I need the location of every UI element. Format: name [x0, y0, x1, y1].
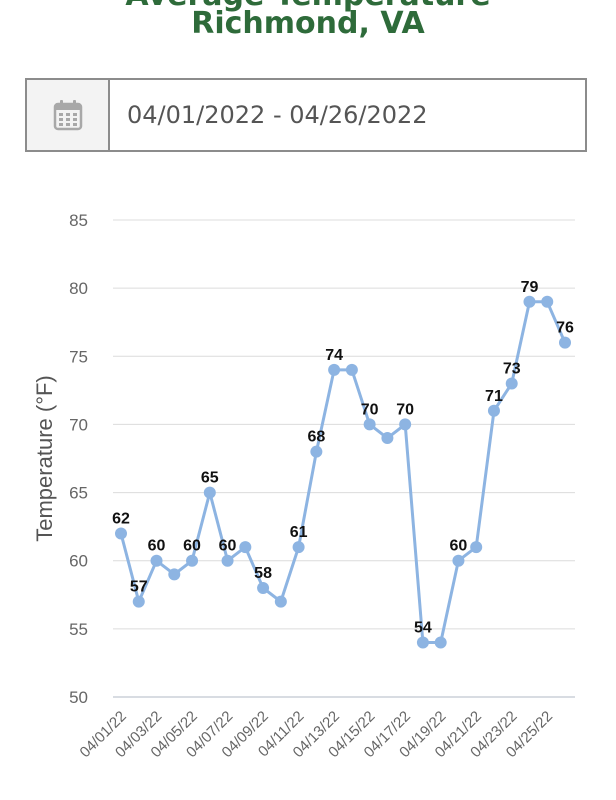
data-point: [559, 336, 571, 349]
data-label: 58: [254, 565, 272, 582]
series-line: [119, 300, 567, 644]
data-label: 68: [307, 429, 325, 446]
data-point: [203, 486, 216, 499]
data-point: [416, 636, 429, 649]
data-label: 62: [112, 510, 130, 527]
calendar-button[interactable]: [27, 80, 110, 150]
data-label: 74: [325, 347, 343, 364]
data-point: [328, 363, 341, 376]
data-point: [541, 295, 554, 308]
y-tick-label: 50: [69, 688, 88, 707]
date-range-picker[interactable]: 04/01/2022 - 04/26/2022: [25, 78, 587, 152]
y-tick-label: 60: [69, 552, 88, 571]
y-tick-label: 75: [69, 347, 88, 366]
data-point: [487, 404, 500, 417]
data-point: [132, 595, 145, 608]
y-tick-label: 70: [69, 415, 88, 434]
data-label: 70: [361, 401, 379, 418]
data-point: [345, 363, 358, 376]
data-label: 76: [556, 320, 574, 337]
data-label: 79: [521, 279, 539, 296]
data-point: [381, 432, 394, 445]
data-point: [274, 595, 287, 608]
y-axis-label: Temperature (°F): [32, 375, 57, 542]
data-label: 60: [148, 538, 166, 555]
data-label: 60: [183, 538, 201, 555]
data-point: [292, 541, 305, 554]
data-point: [470, 541, 483, 554]
date-range-input[interactable]: 04/01/2022 - 04/26/2022: [127, 101, 428, 129]
data-point: [186, 554, 199, 567]
data-point: [452, 554, 465, 567]
data-label: 57: [130, 579, 148, 596]
data-point: [115, 527, 127, 540]
data-point: [221, 554, 234, 567]
y-tick-label: 65: [69, 484, 88, 503]
data-label: 54: [414, 619, 432, 636]
data-point: [239, 541, 252, 554]
data-label: 70: [396, 401, 414, 418]
y-tick-label: 85: [69, 211, 88, 230]
data-point: [505, 377, 518, 390]
data-point: [310, 445, 323, 458]
data-label: 61: [290, 524, 308, 541]
data-label: 65: [201, 470, 219, 487]
data-point: [168, 568, 181, 581]
data-point: [257, 581, 270, 594]
page-subtitle: Richmond, VA: [191, 6, 425, 41]
data-label: 71: [485, 388, 503, 405]
calendar-icon: [53, 100, 82, 131]
page-title: Average Temperature: [0, 0, 616, 13]
data-point: [363, 418, 376, 431]
data-point: [523, 295, 536, 308]
data-label: 60: [450, 538, 468, 555]
data-point: [150, 554, 163, 567]
data-point: [434, 636, 447, 649]
data-label: 73: [503, 361, 521, 378]
data-label: 60: [219, 538, 237, 555]
y-tick-label: 80: [69, 279, 88, 298]
y-tick-label: 55: [69, 620, 88, 639]
data-point: [399, 418, 412, 431]
